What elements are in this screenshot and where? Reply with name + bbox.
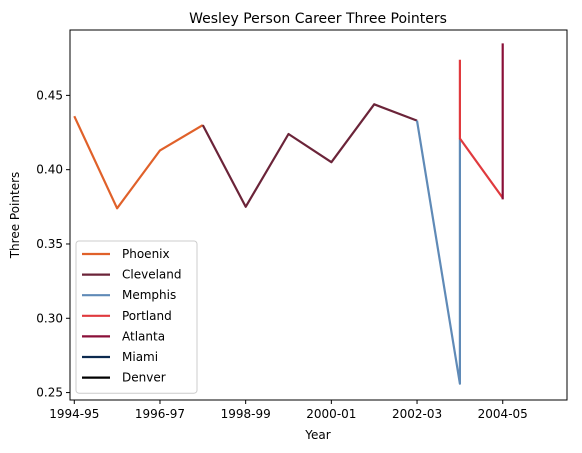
- legend-label: Memphis: [122, 288, 176, 302]
- x-tick-label: 2004-05: [478, 407, 528, 421]
- y-tick-label: 0.30: [36, 311, 63, 325]
- x-tick-label: 2000-01: [306, 407, 356, 421]
- x-tick-label: 2002-03: [392, 407, 442, 421]
- x-tick-label: 1998-99: [221, 407, 271, 421]
- series-line-memphis: [415, 120, 461, 385]
- x-tick-label: 1994-95: [49, 407, 99, 421]
- y-tick-label: 0.45: [36, 88, 63, 102]
- plot-frame: [69, 29, 568, 401]
- series-line-phoenix: [73, 115, 204, 210]
- y-tick-label: 0.35: [36, 237, 63, 251]
- legend-label: Cleveland: [122, 268, 182, 282]
- series-layer: [73, 43, 504, 385]
- legend: Phoenix Cleveland Memphis Portland Atlanta Mi…: [75, 240, 198, 394]
- legend-label: Miami: [122, 350, 158, 364]
- x-axis-label: Year: [304, 428, 330, 442]
- y-tick-label: 0.40: [36, 163, 63, 177]
- legend-label: Denver: [122, 371, 166, 385]
- y-tick-label: 0.25: [36, 386, 63, 400]
- series-line-cleveland: [201, 103, 418, 208]
- legend-label: Atlanta: [122, 329, 165, 343]
- legend-box: [75, 240, 198, 394]
- legend-label: Phoenix: [122, 247, 170, 261]
- series-line-portland: [458, 59, 504, 199]
- x-axis: 1994-95 1996-97 1998-99 2000-01 2002-03 2004-…: [49, 400, 528, 421]
- y-axis: 0.25 0.30 0.35 0.40 0.45: [36, 88, 70, 400]
- legend-label: Portland: [122, 309, 172, 323]
- chart-title: Wesley Person Career Three Pointers: [189, 11, 447, 27]
- y-axis-label: Three Pointers: [8, 172, 22, 260]
- x-tick-label: 1996-97: [135, 407, 185, 421]
